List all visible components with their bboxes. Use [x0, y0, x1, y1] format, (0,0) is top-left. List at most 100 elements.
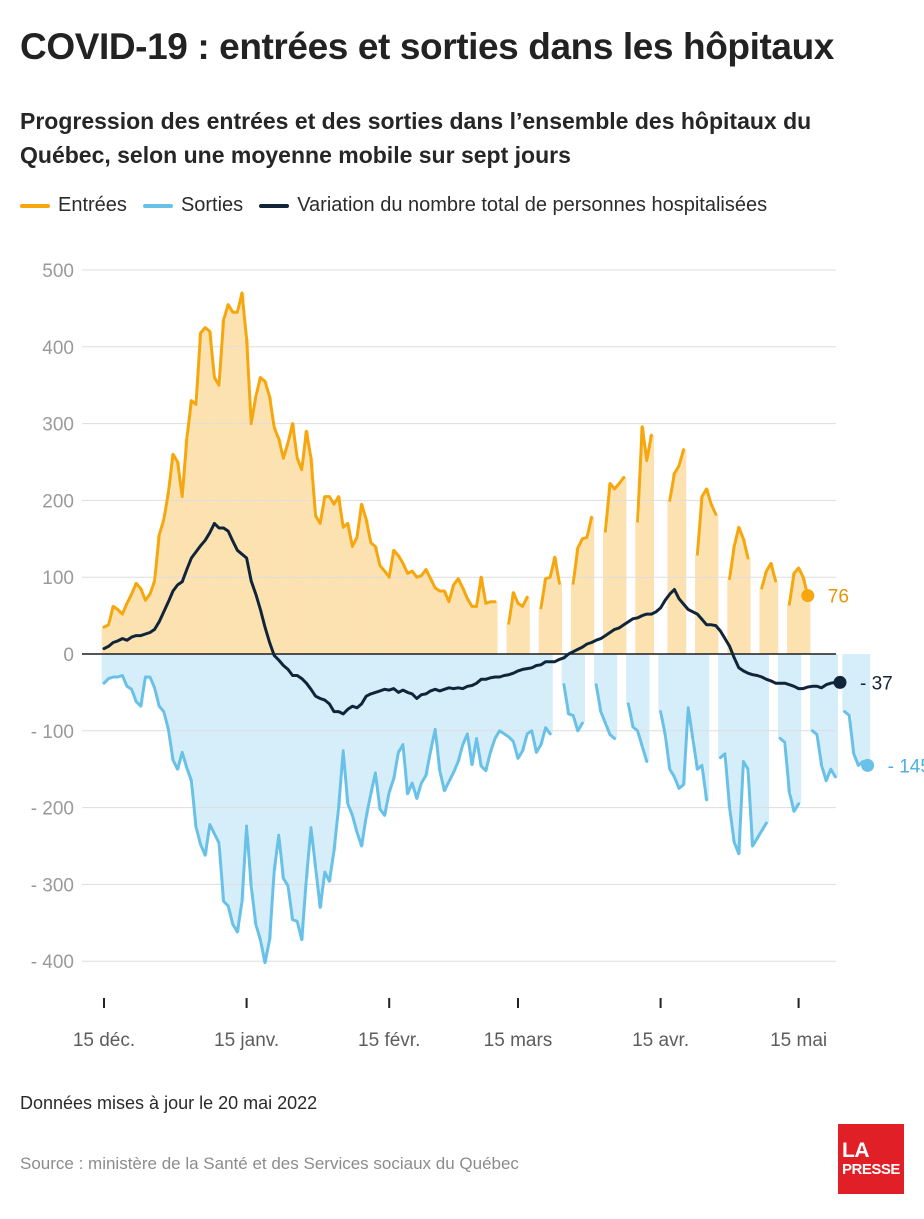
entrees-fill-bar — [455, 578, 461, 654]
entrees-fill-bar — [340, 527, 346, 654]
sorties-fill-bar — [423, 654, 429, 776]
sorties-fill-bar — [368, 654, 374, 794]
y-tick-label: - 300 — [31, 875, 74, 896]
sorties-fill-bar — [294, 654, 300, 922]
legend-item-variation: Variation du nombre total de personnes h… — [259, 194, 767, 217]
sorties-fill-bar — [598, 654, 604, 712]
area-fills — [101, 293, 871, 963]
entrees-fill-bar — [451, 584, 457, 654]
sorties-fill-bar — [373, 654, 378, 774]
y-axis: 500 400 300 200 100 0 - 100 - 200 - 300 - 400 — [31, 261, 74, 973]
sorties-fill-bar — [354, 654, 360, 833]
sorties-fill-bar — [345, 654, 351, 804]
sorties-fill-bar — [152, 654, 158, 688]
sorties-fill-bar — [511, 654, 516, 742]
entrees-fill-bar — [373, 546, 378, 654]
entrees-fill-bar — [212, 377, 217, 654]
sorties-fill-bar — [428, 654, 434, 751]
sorties-fill-bar — [248, 654, 254, 886]
sorties-fill-bar — [124, 654, 130, 687]
variation-end-label: - 37 — [860, 673, 893, 694]
y-tick-label: - 400 — [31, 952, 74, 973]
entrees-fill-bar — [271, 427, 277, 654]
sorties-end-point — [861, 758, 875, 772]
entrees-fill-bar — [731, 546, 737, 654]
sorties-fill-bar — [193, 654, 199, 827]
sorties-fill-bar — [382, 654, 388, 816]
sorties-fill-bar — [630, 654, 636, 727]
entrees-fill-bar — [179, 496, 185, 654]
sorties-fill-bar — [161, 654, 167, 712]
entrees-fill-bar — [368, 542, 374, 654]
legend-item-entrees: Entrées — [20, 194, 127, 217]
sorties-fill-bar — [391, 654, 397, 779]
entrees-fill-bar — [156, 534, 162, 654]
entrees-end-point — [801, 589, 815, 603]
sorties-fill-bar — [363, 654, 369, 817]
sorties-fill-bar — [442, 654, 447, 791]
update-note: Données mises à jour le 20 mai 2022 — [20, 1093, 318, 1113]
entrees-fill-bar — [336, 496, 342, 654]
sorties-fill-bar — [718, 654, 723, 758]
entrees-fill-bar — [478, 577, 484, 654]
sorties-fill-bar — [115, 654, 121, 678]
y-tick-label: 100 — [42, 568, 74, 589]
logo-text-la: LA — [842, 1138, 870, 1162]
entrees-fill-bar — [124, 603, 130, 654]
entrees-fill-bar — [120, 614, 125, 654]
entrees-fill-bar — [704, 488, 710, 654]
sorties-fill-bar — [446, 654, 452, 782]
sorties-fill-bar — [469, 654, 475, 765]
entrees-fill-bar — [253, 396, 259, 654]
x-axis: 15 déc. 15 janv. 15 févr. 15 mars 15 avr. 15 … — [73, 998, 827, 1051]
series-lines — [102, 291, 870, 965]
entrees-end-label: 76 — [828, 587, 849, 608]
sorties-fill-bar — [810, 654, 815, 731]
entrees-fill-bar — [129, 594, 135, 654]
entrees-fill-bar — [607, 483, 613, 654]
sorties-fill-bar — [722, 654, 728, 754]
entrees-fill-bar — [400, 563, 406, 654]
sorties-fill-bar — [170, 654, 176, 760]
sorties-fill-bar — [313, 654, 319, 868]
sorties-fill-bar — [796, 654, 802, 804]
sorties-fill-bar — [239, 654, 245, 902]
sorties-fill-bar — [764, 654, 769, 823]
entrees-fill-bar — [405, 573, 411, 654]
entrees-fill-bar — [175, 462, 181, 654]
sorties-fill-bar — [133, 654, 139, 702]
entrees-fill-bar — [152, 581, 158, 654]
sorties-fill-bar — [492, 654, 498, 739]
sorties-fill-bar — [626, 654, 631, 704]
sorties-fill-bar — [833, 654, 838, 777]
entrees-fill-bar — [520, 606, 526, 654]
sorties-fill-bar — [414, 654, 420, 799]
entrees-fill-bar — [230, 312, 236, 654]
entrees-fill-bar — [267, 396, 273, 654]
sorties-fill-bar — [524, 654, 530, 734]
entrees-fill-bar — [649, 435, 654, 654]
entrees-fill-bar — [800, 577, 806, 654]
entrees-fill-bar — [133, 583, 139, 654]
entrees-fill-bar — [584, 537, 590, 654]
y-tick-label: 0 — [63, 645, 74, 666]
sorties-fill-bar — [377, 654, 383, 810]
entrees-fill-bar — [221, 319, 227, 654]
legend-label-entrees: Entrées — [58, 194, 127, 216]
entrees-fill-bar — [580, 538, 585, 654]
sorties-fill-bar — [750, 654, 756, 846]
sorties-fill-bar — [400, 654, 406, 745]
sorties-fill-bar — [676, 654, 682, 789]
entrees-fill-bar — [764, 571, 769, 654]
sorties-fill-bar — [221, 654, 227, 902]
entrees-fill-bar — [511, 592, 516, 654]
entrees-series-line — [102, 291, 810, 629]
sorties-fill-bar — [814, 654, 820, 735]
entrees-fill-bar — [727, 578, 733, 654]
entrees-fill-bar — [603, 531, 608, 654]
legend-label-variation: Variation du nombre total de personnes h… — [297, 194, 768, 216]
entrees-fill-bar — [184, 438, 190, 654]
entrees-fill-bar — [216, 385, 222, 654]
sorties-fill-bar — [538, 654, 544, 745]
entrees-fill-bar — [327, 496, 332, 654]
